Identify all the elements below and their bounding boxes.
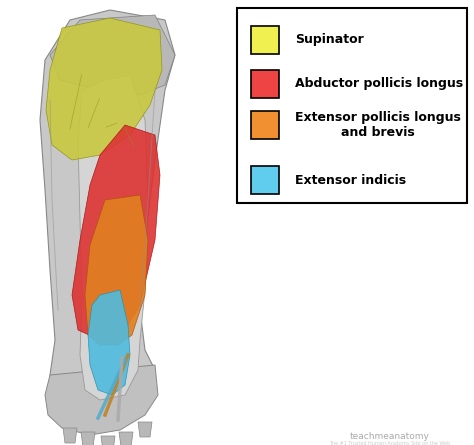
Polygon shape xyxy=(88,290,130,395)
Polygon shape xyxy=(72,125,160,340)
Bar xyxy=(251,111,279,139)
Polygon shape xyxy=(78,75,148,400)
Polygon shape xyxy=(101,436,115,445)
Bar xyxy=(237,8,467,203)
Bar xyxy=(251,166,279,194)
Text: Extensor indicis: Extensor indicis xyxy=(295,174,406,186)
Bar xyxy=(251,70,279,98)
Text: The #1 Trusted Human Anatomy Site on the Web: The #1 Trusted Human Anatomy Site on the… xyxy=(329,441,451,445)
Polygon shape xyxy=(81,432,95,445)
Text: Extensor pollicis longus
and brevis: Extensor pollicis longus and brevis xyxy=(295,111,461,139)
Polygon shape xyxy=(45,365,158,435)
Polygon shape xyxy=(50,15,175,95)
Polygon shape xyxy=(46,18,162,160)
Text: Supinator: Supinator xyxy=(295,33,364,46)
Text: teachmeanatomy: teachmeanatomy xyxy=(350,432,430,441)
Polygon shape xyxy=(138,422,152,437)
Polygon shape xyxy=(85,195,148,345)
Polygon shape xyxy=(119,432,133,445)
Polygon shape xyxy=(63,428,77,443)
Bar xyxy=(251,26,279,54)
Text: Abductor pollicis longus: Abductor pollicis longus xyxy=(295,77,463,90)
Polygon shape xyxy=(40,10,175,410)
